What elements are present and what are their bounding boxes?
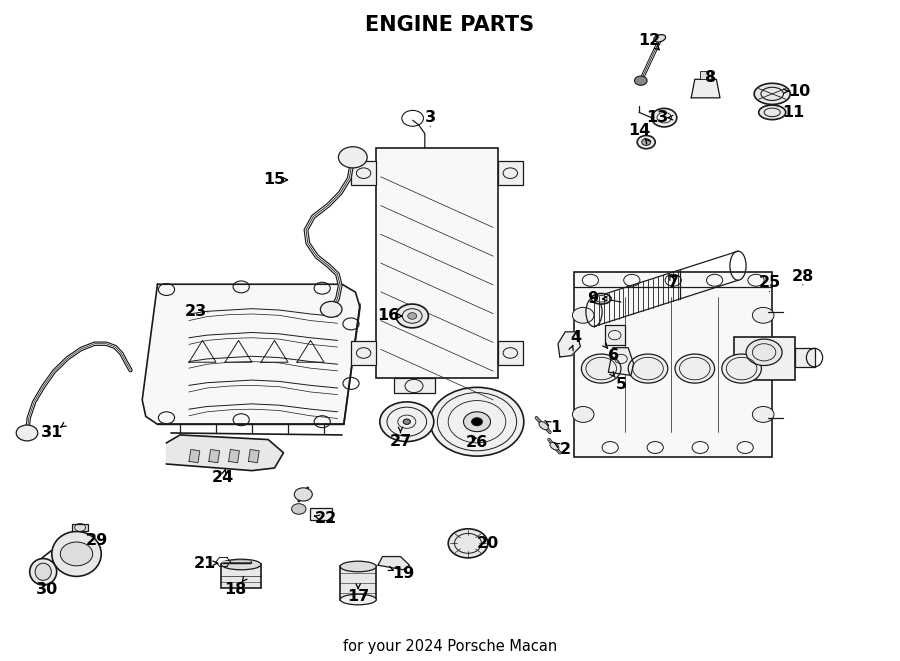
Circle shape [572, 407, 594, 422]
Bar [795, 348, 815, 367]
Ellipse shape [539, 422, 548, 430]
Circle shape [16, 425, 38, 441]
Text: 14: 14 [628, 124, 650, 138]
Text: 15: 15 [264, 173, 285, 187]
Circle shape [292, 504, 306, 514]
Circle shape [652, 108, 677, 127]
Text: 8: 8 [706, 71, 716, 85]
Ellipse shape [759, 105, 786, 120]
Text: 25: 25 [759, 276, 780, 290]
Text: 11: 11 [783, 105, 805, 120]
Bar [734, 337, 795, 380]
Circle shape [752, 407, 774, 422]
Circle shape [642, 139, 651, 145]
Bar [72, 524, 88, 531]
Bar [340, 566, 376, 600]
Text: 30: 30 [36, 582, 58, 597]
Polygon shape [558, 332, 580, 357]
Text: 9: 9 [587, 292, 598, 306]
Text: 20: 20 [477, 536, 499, 551]
Text: 22: 22 [315, 512, 337, 526]
Bar [700, 71, 711, 79]
Ellipse shape [30, 559, 57, 585]
Bar [498, 341, 523, 365]
Circle shape [396, 304, 428, 328]
Text: 5: 5 [616, 377, 626, 392]
Circle shape [637, 136, 655, 149]
Bar [498, 161, 523, 185]
Circle shape [464, 412, 490, 432]
Bar [310, 508, 332, 520]
Circle shape [403, 419, 410, 424]
Polygon shape [248, 449, 259, 463]
Text: 18: 18 [225, 582, 247, 597]
Polygon shape [189, 449, 200, 463]
Ellipse shape [653, 34, 666, 42]
Circle shape [572, 307, 594, 323]
Text: 27: 27 [390, 434, 411, 449]
Text: 7: 7 [668, 276, 679, 290]
Circle shape [628, 354, 668, 383]
Circle shape [472, 418, 482, 426]
Ellipse shape [221, 559, 261, 570]
Text: 21: 21 [194, 556, 216, 570]
Text: 31: 31 [41, 426, 63, 440]
Text: 29: 29 [86, 533, 108, 548]
Text: 24: 24 [212, 470, 234, 485]
Text: 13: 13 [646, 110, 668, 125]
Text: 4: 4 [571, 330, 581, 344]
Circle shape [448, 529, 488, 558]
Polygon shape [142, 284, 360, 424]
Text: 17: 17 [347, 589, 369, 603]
Ellipse shape [340, 561, 376, 572]
Text: 2: 2 [560, 442, 571, 457]
Circle shape [675, 354, 715, 383]
Text: 6: 6 [608, 348, 619, 363]
Circle shape [320, 301, 342, 317]
Ellipse shape [550, 442, 559, 450]
Circle shape [581, 354, 621, 383]
Polygon shape [608, 348, 634, 375]
Text: 28: 28 [792, 269, 814, 284]
Bar [376, 148, 498, 378]
Bar [394, 378, 435, 393]
Ellipse shape [52, 531, 101, 576]
Ellipse shape [340, 594, 376, 605]
Bar [351, 161, 376, 185]
Circle shape [408, 313, 417, 319]
Bar [574, 272, 772, 457]
Polygon shape [229, 449, 239, 463]
Circle shape [380, 402, 434, 442]
Circle shape [338, 147, 367, 168]
Text: 26: 26 [466, 436, 488, 450]
Text: 16: 16 [378, 309, 400, 323]
Ellipse shape [591, 293, 611, 304]
Circle shape [60, 542, 93, 566]
Circle shape [294, 488, 312, 501]
Polygon shape [209, 449, 220, 463]
Polygon shape [605, 325, 625, 345]
Text: 1: 1 [551, 420, 562, 435]
Circle shape [746, 339, 782, 366]
Circle shape [722, 354, 761, 383]
Text: 12: 12 [639, 34, 661, 48]
Circle shape [634, 76, 647, 85]
Text: 23: 23 [185, 305, 207, 319]
Polygon shape [691, 79, 720, 98]
Text: for your 2024 Porsche Macan: for your 2024 Porsche Macan [343, 639, 557, 654]
Polygon shape [378, 557, 410, 570]
Text: 19: 19 [392, 566, 414, 581]
Text: 3: 3 [425, 110, 436, 125]
Circle shape [430, 387, 524, 456]
Text: ENGINE PARTS: ENGINE PARTS [365, 15, 535, 35]
Circle shape [752, 307, 774, 323]
Ellipse shape [35, 563, 51, 580]
Polygon shape [166, 435, 284, 471]
Bar [351, 341, 376, 365]
Ellipse shape [754, 83, 790, 104]
Text: 10: 10 [788, 84, 810, 98]
Bar [221, 564, 261, 588]
